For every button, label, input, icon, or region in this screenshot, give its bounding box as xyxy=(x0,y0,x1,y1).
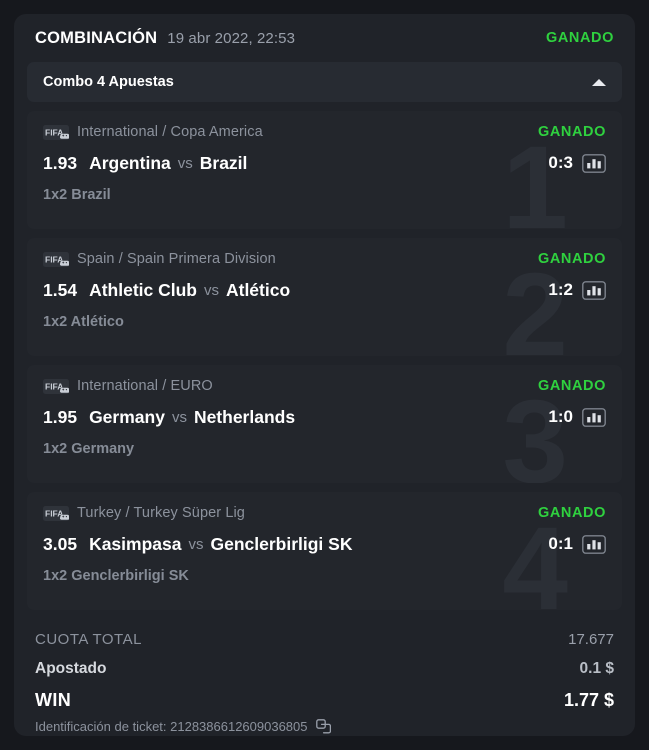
win-label: WIN xyxy=(35,690,72,710)
home-team: Germany xyxy=(89,406,165,427)
bet-index-watermark: 1 xyxy=(502,122,568,229)
home-team: Athletic Club xyxy=(89,279,197,300)
bet-odds: 1.54 xyxy=(43,279,78,300)
bet-league-line: FIFA International / Copa America GANADO xyxy=(43,122,606,142)
home-team: Argentina xyxy=(89,152,171,173)
match-score: 1:0 xyxy=(548,407,573,426)
bet-status-badge: GANADO xyxy=(537,124,606,140)
total-odds-value: 17.677 xyxy=(568,631,614,648)
bet-selection: 1x2 Genclerbirligi SK xyxy=(43,568,189,584)
bar-chart-icon[interactable] xyxy=(582,153,606,173)
bar-chart-icon[interactable] xyxy=(582,280,606,300)
match-score: 1:2 xyxy=(548,280,573,299)
bet-selection: 1x2 Atlético xyxy=(43,314,124,330)
bar-chart-icon[interactable] xyxy=(582,534,606,554)
combo-label: Combo 4 Apuestas xyxy=(43,74,174,90)
bet-index-watermark: 2 xyxy=(502,249,568,356)
bet-league-line: FIFA Spain / Spain Primera Division GANA… xyxy=(43,249,606,269)
bet-index-watermark: 4 xyxy=(502,503,568,610)
away-team: Netherlands xyxy=(193,406,296,427)
bet-match-line: 1.54 Athletic Club vs Atlético 1:2 xyxy=(43,278,606,302)
match-score: 0:1 xyxy=(548,534,573,553)
bet-ticket-card: COMBINACIÓN 19 abr 2022, 22:53 GANADO Co… xyxy=(14,14,635,736)
bet-league-line: FIFA International / EURO GANADO xyxy=(43,376,606,396)
vs-separator: vs xyxy=(171,408,187,426)
bet-odds: 3.05 xyxy=(43,533,78,554)
bet-status-badge: GANADO xyxy=(537,251,606,267)
vs-separator: vs xyxy=(203,281,219,299)
win-value: 1.77 $ xyxy=(563,690,614,710)
fifa-esports-icon: FIFA xyxy=(43,505,69,521)
total-odds-line: CUOTA TOTAL 17.677 xyxy=(35,631,614,648)
fifa-esports-icon: FIFA xyxy=(43,378,69,394)
bet-league: Turkey / Turkey Süper Lig xyxy=(77,505,245,521)
away-team: Brazil xyxy=(199,152,248,173)
bet-odds: 1.93 xyxy=(43,152,78,173)
match-score: 0:3 xyxy=(548,153,573,172)
bar-chart-icon[interactable] xyxy=(582,407,606,427)
stake-label: Apostado xyxy=(35,660,107,677)
vs-separator: vs xyxy=(177,154,193,172)
svg-text:FIFA: FIFA xyxy=(45,508,63,518)
bet-league: International / Copa America xyxy=(77,124,263,140)
ticket-summary: CUOTA TOTAL 17.677 Apostado 0.1 $ WIN 1.… xyxy=(27,619,622,734)
bet-row[interactable]: 3 FIFA International / EURO GANADO 1.95 … xyxy=(27,365,622,483)
bet-match-line: 3.05 Kasimpasa vs Genclerbirligi SK 0:1 xyxy=(43,532,606,556)
bet-match-line: 1.93 Argentina vs Brazil 0:3 xyxy=(43,151,606,175)
bet-match-line: 1.95 Germany vs Netherlands 1:0 xyxy=(43,405,606,429)
bet-league: International / EURO xyxy=(77,378,213,394)
bet-selection: 1x2 Germany xyxy=(43,441,135,457)
stake-value: 0.1 $ xyxy=(579,660,614,677)
fifa-esports-icon: FIFA xyxy=(43,124,69,140)
combo-toggle-bar[interactable]: Combo 4 Apuestas xyxy=(27,62,622,102)
svg-text:FIFA: FIFA xyxy=(45,254,63,264)
bet-row[interactable]: 1 FIFA International / Copa America GANA… xyxy=(27,111,622,229)
bet-index-watermark: 3 xyxy=(502,376,568,483)
bet-selection: 1x2 Brazil xyxy=(43,187,111,203)
caret-up-icon[interactable] xyxy=(592,78,606,86)
bet-status-badge: GANADO xyxy=(537,378,606,394)
vs-separator: vs xyxy=(188,535,204,553)
copy-icon[interactable] xyxy=(315,719,331,734)
status-badge: GANADO xyxy=(545,30,614,46)
ticket-id-text: Identificación de ticket: 21283866126090… xyxy=(35,719,308,734)
ticket-header: COMBINACIÓN 19 abr 2022, 22:53 GANADO xyxy=(27,14,622,62)
page-title: COMBINACIÓN xyxy=(35,28,158,47)
bet-odds: 1.95 xyxy=(43,406,78,427)
win-line: WIN 1.77 $ xyxy=(35,690,614,711)
away-team: Atlético xyxy=(225,279,291,300)
bet-row[interactable]: 2 FIFA Spain / Spain Primera Division GA… xyxy=(27,238,622,356)
stake-line: Apostado 0.1 $ xyxy=(35,660,614,678)
bet-status-badge: GANADO xyxy=(537,505,606,521)
ticket-id-row: Identificación de ticket: 21283866126090… xyxy=(35,719,614,734)
bet-league-line: FIFA Turkey / Turkey Süper Lig GANADO xyxy=(43,503,606,523)
home-team: Kasimpasa xyxy=(89,533,182,554)
fifa-esports-icon: FIFA xyxy=(43,251,69,267)
bet-row[interactable]: 4 FIFA Turkey / Turkey Süper Lig GANADO … xyxy=(27,492,622,610)
bet-league: Spain / Spain Primera Division xyxy=(77,251,276,267)
svg-text:FIFA: FIFA xyxy=(45,127,63,137)
ticket-date: 19 abr 2022, 22:53 xyxy=(167,29,296,47)
total-odds-label: CUOTA TOTAL xyxy=(35,631,142,648)
svg-text:FIFA: FIFA xyxy=(45,381,63,391)
away-team: Genclerbirligi SK xyxy=(210,533,353,554)
